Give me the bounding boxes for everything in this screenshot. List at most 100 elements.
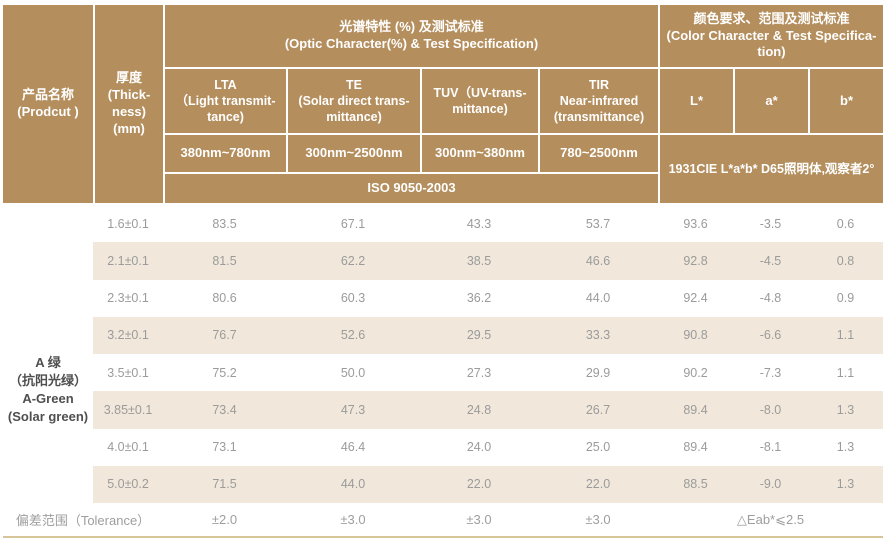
table-row: 1.6±0.1 83.5 67.1 43.3 53.7 93.6 -3.5 0.6 xyxy=(3,205,883,242)
data-value: 25.0 xyxy=(585,440,611,455)
header-tir: TIR Near-infrared (transmittance) xyxy=(540,69,658,133)
data-value: 76.7 xyxy=(212,328,237,343)
thickness-value: 5.0±0.2 xyxy=(107,477,149,492)
thickness-value: 3.5±0.1 xyxy=(107,365,149,380)
data-value: 24.8 xyxy=(466,402,492,417)
header-range-tuv: 300nm~380nm xyxy=(422,135,538,172)
header-range-te: 300nm~2500nm xyxy=(288,135,420,172)
header-range-tir: 780~2500nm xyxy=(540,135,658,172)
product-name: A 绿 （抗阳光绿） A-Green (Solar green) xyxy=(7,355,89,424)
data-value: -3.5 xyxy=(759,216,782,231)
data-value: 92.4 xyxy=(683,291,708,306)
data-value: 67.1 xyxy=(340,216,366,231)
data-value: 0.8 xyxy=(836,253,855,268)
thickness-value: 2.1±0.1 xyxy=(107,253,149,268)
table-row: 3.2±0.1 76.7 52.6 29.5 33.3 90.8 -6.6 1.1 xyxy=(3,316,883,355)
header-optic-group: 光谱特性 (%) 及测试标准 (Optic Character(%) & Tes… xyxy=(165,5,658,67)
data-value: 43.3 xyxy=(466,216,492,231)
thickness-value: 4.0±0.1 xyxy=(107,440,149,455)
data-value: 27.3 xyxy=(466,365,492,380)
data-value: 46.6 xyxy=(585,253,611,268)
header-cie-standard: 1931CIE L*a*b* D65照明体,观察者2° xyxy=(660,135,883,203)
data-value: 0.9 xyxy=(836,291,855,306)
data-value: 1.1 xyxy=(836,328,855,343)
data-value: 90.8 xyxy=(683,328,708,343)
data-value: 89.4 xyxy=(683,402,708,417)
data-value: 93.6 xyxy=(683,216,708,231)
data-value: 29.5 xyxy=(466,328,492,343)
data-value: -4.5 xyxy=(759,253,782,268)
data-value: 44.0 xyxy=(585,291,611,306)
data-value: -8.1 xyxy=(759,440,782,455)
tolerance-row: 偏差范围（Tolerance） ±2.0 ±3.0 ±3.0 ±3.0 △Eab… xyxy=(3,503,883,536)
data-value: 36.2 xyxy=(466,291,492,306)
tolerance-te: ±3.0 xyxy=(340,512,366,527)
bottom-divider xyxy=(3,536,883,538)
data-value: 71.5 xyxy=(212,477,237,492)
table-row: 5.0±0.2 71.5 44.0 22.0 22.0 88.5 -9.0 1.3 xyxy=(3,465,883,504)
tolerance-lta: ±2.0 xyxy=(211,512,238,527)
data-value: 88.5 xyxy=(683,477,708,492)
data-value: 44.0 xyxy=(340,477,366,492)
data-value: 22.0 xyxy=(585,477,611,492)
thickness-value: 1.6±0.1 xyxy=(107,216,149,231)
table-header: 产品名称 (Prodcut ) 厚度 (Thick- ness) (mm) 光谱… xyxy=(3,5,883,203)
data-value: 1.3 xyxy=(836,440,855,455)
header-range-lta: 380nm~780nm xyxy=(165,135,286,172)
data-value: -9.0 xyxy=(759,477,782,492)
header-iso-standard: ISO 9050-2003 xyxy=(165,174,658,203)
data-value: 89.4 xyxy=(683,440,708,455)
table-row: 4.0±0.1 73.1 46.4 24.0 25.0 89.4 -8.1 1.3 xyxy=(3,429,883,466)
thickness-value: 3.2±0.1 xyxy=(107,328,149,343)
data-value: 53.7 xyxy=(585,216,611,231)
data-value: 47.3 xyxy=(340,402,366,417)
data-value: 81.5 xyxy=(212,253,237,268)
data-value: 62.2 xyxy=(340,253,366,268)
header-thickness: 厚度 (Thick- ness) (mm) xyxy=(95,5,163,203)
table-row: 3.85±0.1 73.4 47.3 24.8 26.7 89.4 -8.0 1.3 xyxy=(3,391,883,429)
header-lta: LTA （Light transmit- tance) xyxy=(165,69,286,133)
data-value: 60.3 xyxy=(340,291,366,306)
data-value: 50.0 xyxy=(340,365,366,380)
data-value: 46.4 xyxy=(340,440,366,455)
thickness-value: 3.85±0.1 xyxy=(103,402,153,417)
data-value: 90.2 xyxy=(683,365,708,380)
data-value: -4.8 xyxy=(759,291,782,306)
header-color-group: 颜色要求、范围及测试标准 (Color Character & Test Spe… xyxy=(660,5,883,67)
data-value: 38.5 xyxy=(466,253,492,268)
table-row: 2.3±0.1 80.6 60.3 36.2 44.0 92.4 -4.8 0.9 xyxy=(3,280,883,317)
tolerance-color: △Eab*⩽2.5 xyxy=(736,511,805,527)
header-product: 产品名称 (Prodcut ) xyxy=(3,5,93,203)
data-value: -7.3 xyxy=(759,365,782,380)
data-value: 73.4 xyxy=(212,402,237,417)
data-value: 92.8 xyxy=(683,253,708,268)
data-value: 33.3 xyxy=(585,328,611,343)
data-value: 26.7 xyxy=(585,402,611,417)
tolerance-tuv: ±3.0 xyxy=(466,512,492,527)
header-te: TE (Solar direct trans- mittance) xyxy=(288,69,420,133)
header-b-star: b* xyxy=(810,69,883,133)
data-value: 1.1 xyxy=(836,365,855,380)
data-value: 1.3 xyxy=(836,477,855,492)
data-value: 24.0 xyxy=(466,440,492,455)
data-value: -8.0 xyxy=(759,402,782,417)
tolerance-label: 偏差范围（Tolerance） xyxy=(15,513,151,528)
table-row: 3.5±0.1 75.2 50.0 27.3 29.9 90.2 -7.3 1.1 xyxy=(3,354,883,391)
data-value: 29.9 xyxy=(585,365,611,380)
data-value: 83.5 xyxy=(212,216,237,231)
table-row: 2.1±0.1 81.5 62.2 38.5 46.6 92.8 -4.5 0.8 xyxy=(3,242,883,280)
data-value: 0.6 xyxy=(836,216,855,231)
header-a-star: a* xyxy=(735,69,808,133)
table-body: 1.6±0.1 83.5 67.1 43.3 53.7 93.6 -3.5 0.6 2.1±0.… xyxy=(3,205,883,504)
header-l-star: L* xyxy=(660,69,733,133)
data-value: 1.3 xyxy=(836,402,855,417)
data-value: 73.1 xyxy=(212,440,237,455)
data-value: 80.6 xyxy=(212,291,237,306)
data-value: 52.6 xyxy=(340,328,366,343)
thickness-value: 2.3±0.1 xyxy=(107,291,149,306)
tolerance-tir: ±3.0 xyxy=(585,512,611,527)
header-tuv: TUV（UV-trans- mittance) xyxy=(422,69,538,133)
data-value: -6.6 xyxy=(759,328,782,343)
data-value: 75.2 xyxy=(212,365,237,380)
